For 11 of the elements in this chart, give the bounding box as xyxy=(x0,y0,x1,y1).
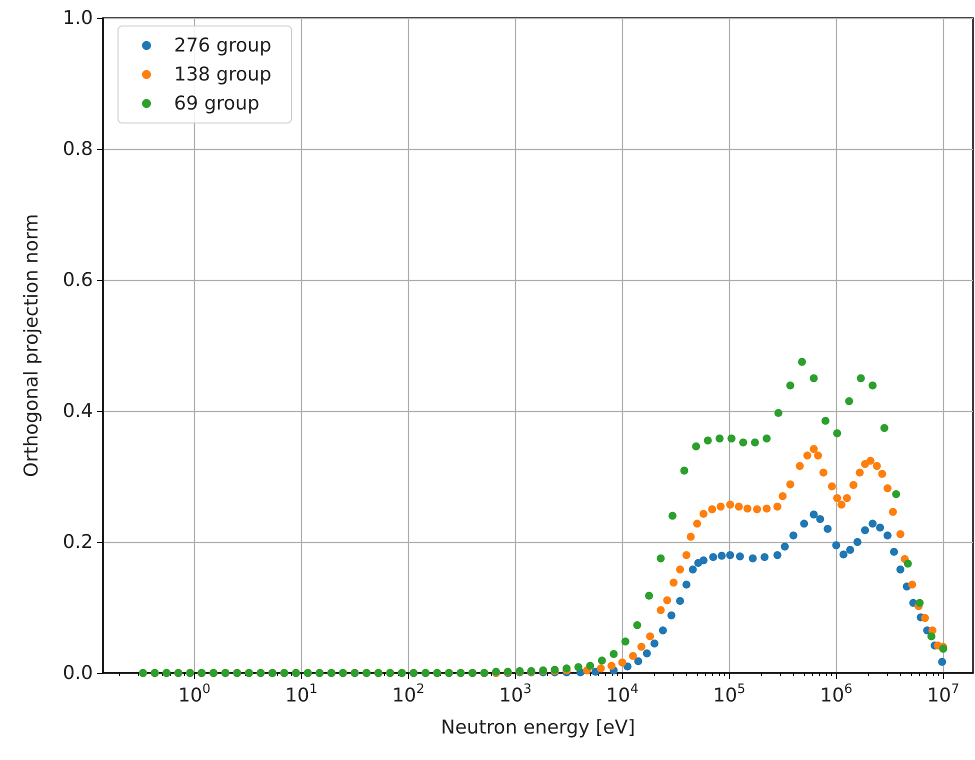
y-tick-label: 0.8 xyxy=(62,138,93,160)
y-axis-title: Orthogonal projection norm xyxy=(20,214,42,478)
legend-label: 69 group xyxy=(174,92,260,114)
y-tick-label: 0.0 xyxy=(62,662,93,684)
y-tick-label: 0.6 xyxy=(62,269,93,291)
legend-label: 276 group xyxy=(174,34,272,56)
y-tick-label: 0.2 xyxy=(62,531,93,553)
y-tick-label: 0.4 xyxy=(62,400,93,422)
x-axis-title: Neutron energy [eV] xyxy=(440,716,636,738)
legend-label: 138 group xyxy=(174,64,272,86)
y-tick-label: 1.0 xyxy=(62,7,93,29)
